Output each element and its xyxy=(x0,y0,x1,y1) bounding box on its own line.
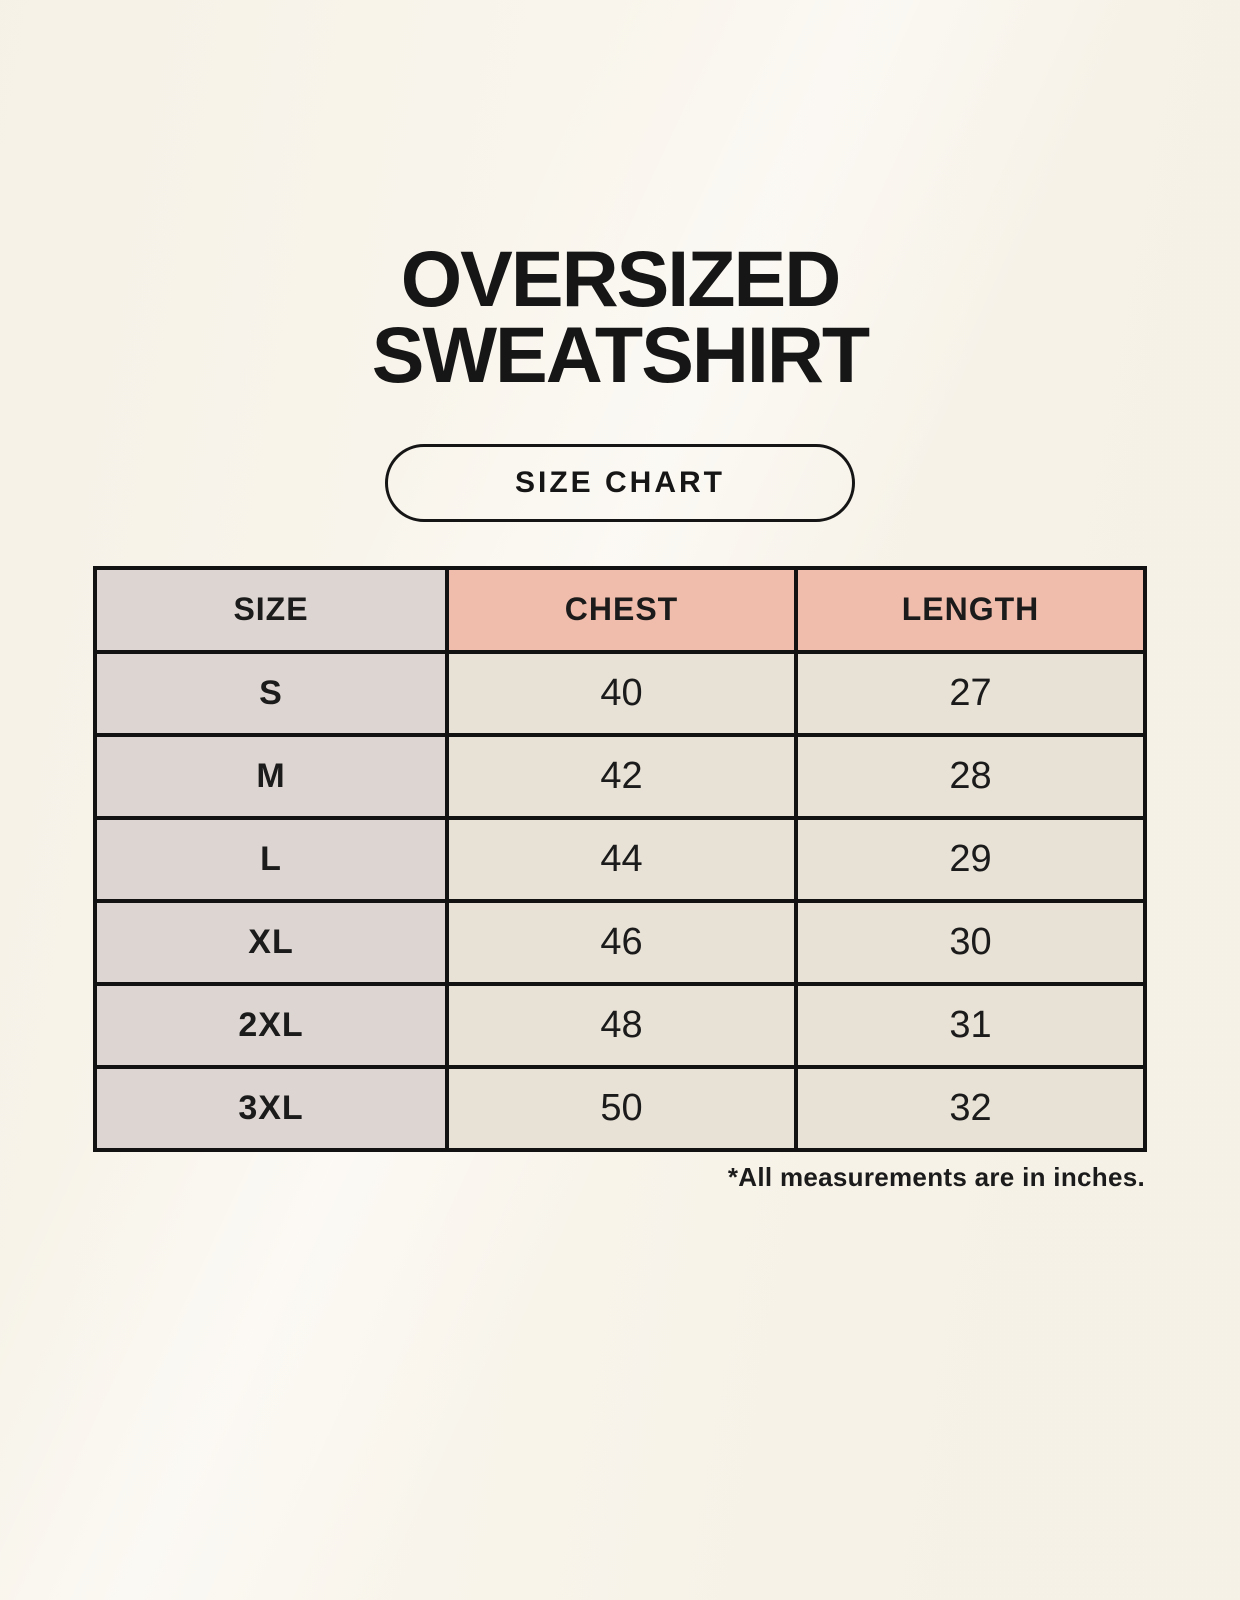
chest-value-cell: 48 xyxy=(445,981,798,1069)
length-value-cell: 27 xyxy=(794,649,1147,737)
size-label-cell: 3XL xyxy=(93,1064,449,1152)
table-header-row: SIZE CHEST LENGTH xyxy=(93,565,1147,654)
column-header-length: LENGTH xyxy=(794,565,1147,654)
chest-value-cell: 46 xyxy=(445,898,798,986)
measurements-note: *All measurements are in inches. xyxy=(727,1161,1145,1192)
length-value-cell: 28 xyxy=(794,732,1147,820)
size-label-cell: XL xyxy=(93,898,449,986)
length-value-cell: 29 xyxy=(794,815,1147,903)
length-value-cell: 32 xyxy=(794,1064,1147,1152)
chest-value-cell: 50 xyxy=(445,1064,798,1152)
table-row: 2XL 48 31 xyxy=(93,981,1147,1069)
table-row: L 44 29 xyxy=(93,815,1147,903)
size-chart-button[interactable]: SIZE CHART xyxy=(385,443,855,522)
table-row: S 40 27 xyxy=(93,649,1147,737)
table-row: 3XL 50 32 xyxy=(93,1064,1147,1152)
chest-value-cell: 42 xyxy=(445,732,798,820)
page-title: OVERSIZED SWEATSHIRT xyxy=(0,0,1240,399)
chest-value-cell: 44 xyxy=(445,815,798,903)
size-label-cell: M xyxy=(93,732,449,820)
size-chart-button-label: SIZE CHART xyxy=(515,465,725,499)
size-chart-table: SIZE CHEST LENGTH S 40 27 M 42 28 L 44 2… xyxy=(93,565,1147,1152)
page-title-line-1: OVERSIZED xyxy=(400,234,842,323)
chest-value-cell: 40 xyxy=(445,649,798,737)
size-label-cell: L xyxy=(93,815,449,903)
table-row: M 42 28 xyxy=(93,732,1147,820)
column-header-size: SIZE xyxy=(93,565,449,654)
table-row: XL 46 30 xyxy=(93,898,1147,986)
size-label-cell: S xyxy=(93,649,449,737)
size-label-cell: 2XL xyxy=(93,981,449,1069)
page-title-line-2: SWEATSHIRT xyxy=(371,309,870,399)
length-value-cell: 31 xyxy=(794,981,1147,1069)
column-header-chest: CHEST xyxy=(445,565,798,654)
length-value-cell: 30 xyxy=(794,898,1147,986)
